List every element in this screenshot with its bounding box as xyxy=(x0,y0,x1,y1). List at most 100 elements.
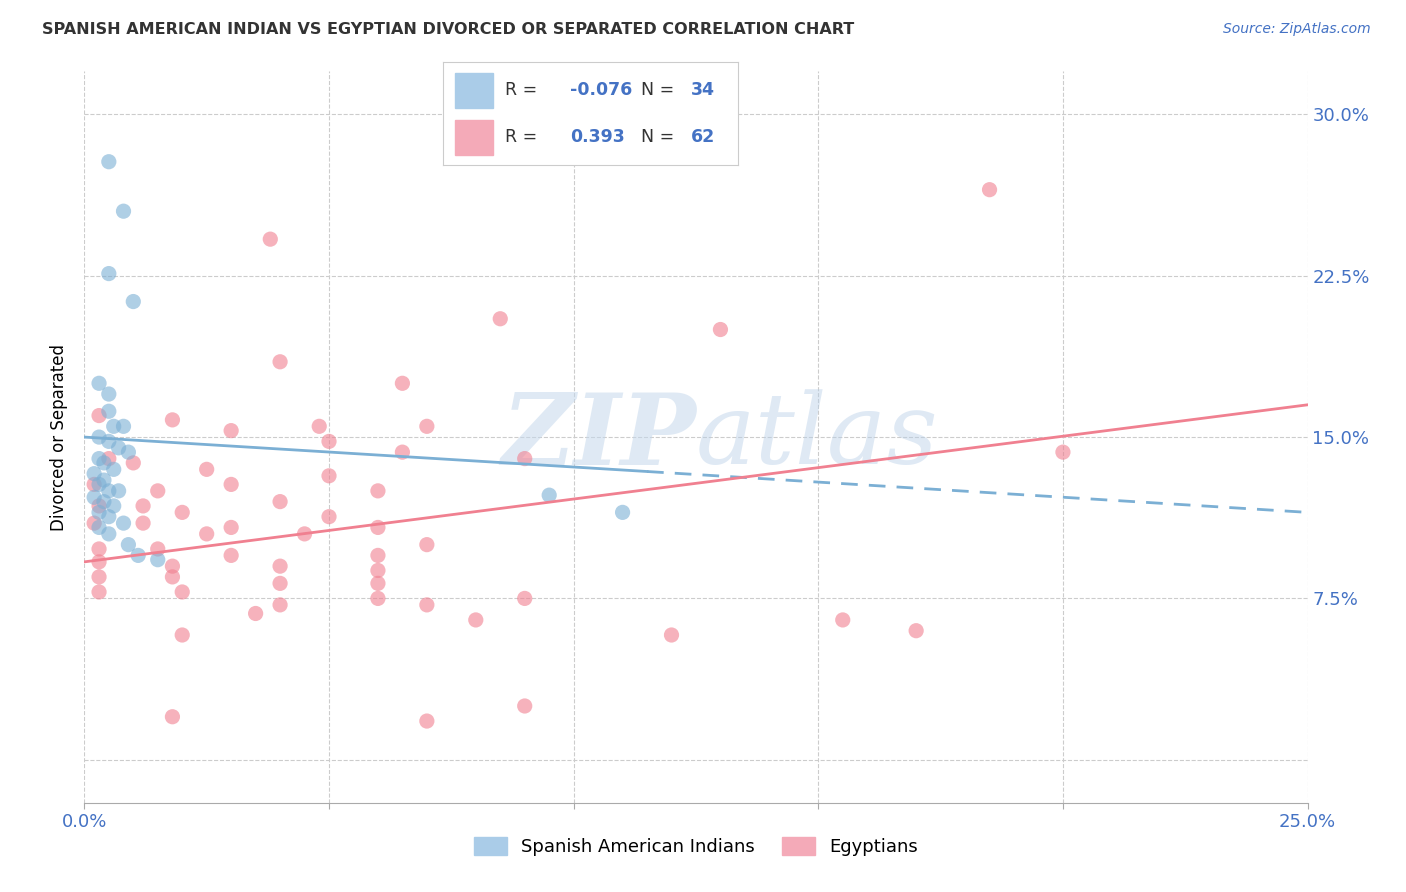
Point xyxy=(93,456,115,470)
Text: R =: R = xyxy=(505,128,548,146)
Point xyxy=(464,613,486,627)
Point xyxy=(87,451,110,466)
Point xyxy=(97,434,120,449)
Point xyxy=(162,710,184,724)
Point xyxy=(172,628,194,642)
Point xyxy=(103,499,125,513)
Text: 0.393: 0.393 xyxy=(569,128,624,146)
Point xyxy=(87,499,110,513)
Point xyxy=(87,477,110,491)
Point xyxy=(122,456,145,470)
Point xyxy=(83,477,105,491)
Point xyxy=(83,467,105,481)
Point xyxy=(87,585,110,599)
Point xyxy=(93,494,115,508)
Point xyxy=(146,483,169,498)
Point xyxy=(391,376,413,391)
Point xyxy=(83,516,105,530)
Point xyxy=(308,419,330,434)
Text: SPANISH AMERICAN INDIAN VS EGYPTIAN DIVORCED OR SEPARATED CORRELATION CHART: SPANISH AMERICAN INDIAN VS EGYPTIAN DIVO… xyxy=(42,22,855,37)
Point xyxy=(367,591,389,606)
Point xyxy=(103,462,125,476)
Point xyxy=(117,445,139,459)
Point xyxy=(127,549,149,563)
Point xyxy=(219,477,242,491)
Point xyxy=(367,520,389,534)
Point xyxy=(132,499,155,513)
Point xyxy=(162,559,184,574)
Point xyxy=(195,462,218,476)
Point xyxy=(97,483,120,498)
Point xyxy=(103,419,125,434)
Text: 62: 62 xyxy=(690,128,716,146)
Text: N =: N = xyxy=(641,81,679,99)
Point xyxy=(831,613,853,627)
Point xyxy=(83,491,105,505)
Point xyxy=(661,628,683,642)
Point xyxy=(391,445,413,459)
Point xyxy=(112,516,135,530)
Point xyxy=(132,516,155,530)
Point xyxy=(122,294,145,309)
Point xyxy=(513,451,536,466)
Point xyxy=(97,527,120,541)
Point xyxy=(219,549,242,563)
Point xyxy=(1052,445,1074,459)
Point xyxy=(513,591,536,606)
Point xyxy=(219,424,242,438)
Point xyxy=(97,267,120,281)
Point xyxy=(538,488,561,502)
Text: R =: R = xyxy=(505,81,543,99)
Point xyxy=(367,549,389,563)
Point xyxy=(87,520,110,534)
Point xyxy=(97,509,120,524)
Point xyxy=(107,483,129,498)
Text: 34: 34 xyxy=(690,81,714,99)
Point xyxy=(259,232,281,246)
Text: Source: ZipAtlas.com: Source: ZipAtlas.com xyxy=(1223,22,1371,37)
Point xyxy=(195,527,218,541)
FancyBboxPatch shape xyxy=(454,73,494,108)
Point xyxy=(489,311,512,326)
Point xyxy=(367,564,389,578)
Text: -0.076: -0.076 xyxy=(569,81,633,99)
Text: N =: N = xyxy=(641,128,679,146)
Text: ZIP: ZIP xyxy=(501,389,696,485)
Point xyxy=(87,555,110,569)
Point xyxy=(97,404,120,418)
Point xyxy=(87,409,110,423)
Point xyxy=(87,430,110,444)
Point xyxy=(107,441,129,455)
Point xyxy=(87,505,110,519)
Point xyxy=(219,520,242,534)
Point xyxy=(87,541,110,556)
FancyBboxPatch shape xyxy=(454,120,494,155)
Point xyxy=(146,552,169,566)
Point xyxy=(97,387,120,401)
Point xyxy=(172,505,194,519)
Point xyxy=(146,541,169,556)
Point xyxy=(269,559,291,574)
Point xyxy=(112,419,135,434)
Point xyxy=(269,494,291,508)
Point xyxy=(269,576,291,591)
Point xyxy=(87,570,110,584)
Point xyxy=(245,607,267,621)
Point xyxy=(416,598,439,612)
Point xyxy=(367,483,389,498)
Point xyxy=(294,527,316,541)
Point xyxy=(87,376,110,391)
Point xyxy=(112,204,135,219)
Point xyxy=(318,434,340,449)
Point xyxy=(172,585,194,599)
Point xyxy=(269,355,291,369)
Point xyxy=(318,509,340,524)
Point xyxy=(117,538,139,552)
Point xyxy=(162,570,184,584)
Legend: Spanish American Indians, Egyptians: Spanish American Indians, Egyptians xyxy=(467,830,925,863)
Point xyxy=(97,451,120,466)
Point xyxy=(709,322,731,336)
Point xyxy=(416,714,439,728)
Point xyxy=(612,505,634,519)
Point xyxy=(97,154,120,169)
